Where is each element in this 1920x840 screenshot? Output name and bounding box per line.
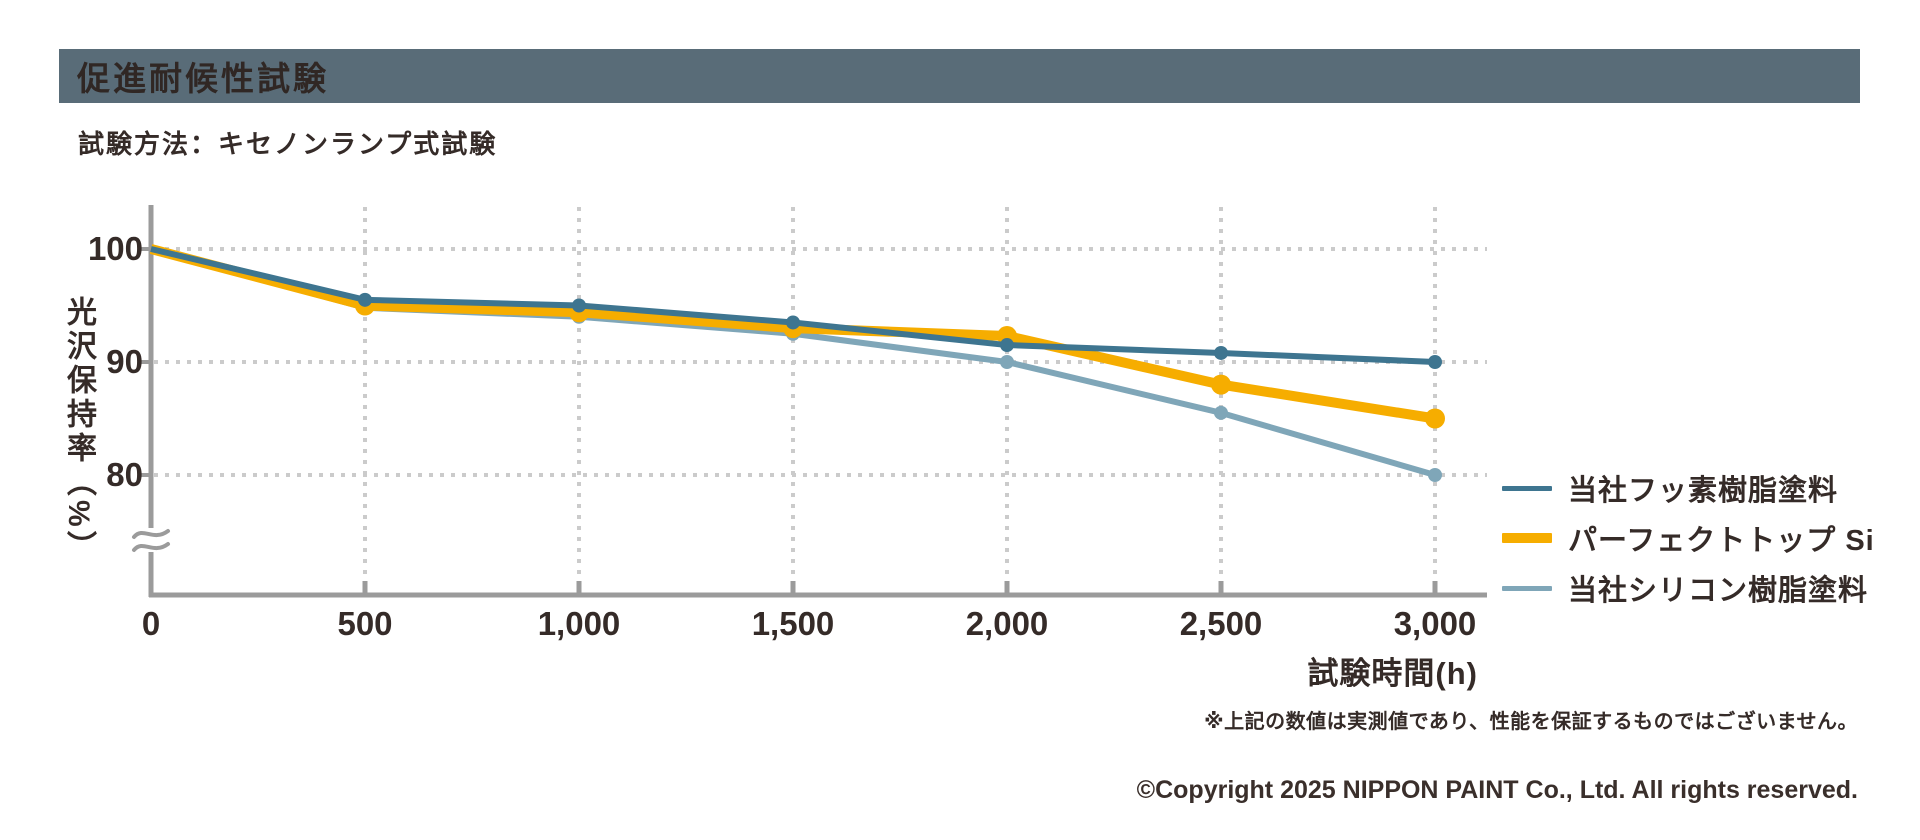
- legend-item-2: 当社シリコン樹脂塗料: [1502, 563, 1875, 613]
- x-tick-label: 2,000: [965, 605, 1049, 642]
- y-tick-label: 90: [106, 343, 143, 380]
- x-tick-label: 1,500: [751, 605, 835, 642]
- x-tick-label: 500: [337, 605, 393, 642]
- series-marker-1: [1425, 408, 1445, 429]
- series-marker-0: [786, 315, 800, 330]
- series-marker-0: [572, 298, 586, 313]
- series-marker-0: [358, 292, 372, 307]
- series-marker-2: [1428, 468, 1442, 482]
- axis-break-wave: [132, 542, 170, 552]
- page-title: 促進耐候性試験: [77, 60, 329, 97]
- series-marker-0: [1214, 345, 1228, 360]
- series-marker-2: [1000, 355, 1014, 369]
- axis-break-wave: [132, 529, 170, 539]
- y-axis-title: 光沢保持率（%）: [62, 296, 95, 565]
- series-marker-1: [1211, 374, 1231, 395]
- chart-canvas: [132, 205, 1487, 598]
- section-header-bar: 促進耐候性試験: [59, 49, 1860, 103]
- copyright-text: ©Copyright 2025 NIPPON PAINT Co., Ltd. A…: [1136, 776, 1858, 804]
- series-marker-0: [1428, 355, 1442, 369]
- x-tick-label: 0: [141, 605, 161, 642]
- series-marker-2: [1214, 405, 1228, 420]
- test-method-subtitle: 試験方法：キセノンランプ式試験: [78, 129, 498, 159]
- series-marker-0: [1000, 338, 1014, 353]
- disclaimer-note: ※上記の数値は実測値であり、性能を保証するものではございません。: [1204, 711, 1858, 733]
- legend-label: 当社フッ素樹脂塗料: [1568, 475, 1839, 507]
- y-tick-label: 100: [87, 230, 143, 267]
- legend-item-1: パーフェクトトップ Si: [1502, 513, 1875, 563]
- x-tick-label: 3,000: [1393, 605, 1477, 642]
- legend-swatch-icon: [1502, 585, 1552, 591]
- x-tick-label: 1,000: [537, 605, 621, 642]
- legend-swatch-icon: [1502, 533, 1552, 543]
- legend-swatch-icon: [1502, 485, 1552, 491]
- x-tick-label: 2,500: [1179, 605, 1263, 642]
- legend-item-0: 当社フッ素樹脂塗料: [1502, 463, 1875, 513]
- y-tick-label: 80: [106, 456, 143, 493]
- legend-label: パーフェクトトップ Si: [1568, 525, 1875, 557]
- chart-legend: 当社フッ素樹脂塗料パーフェクトトップ Si 当社シリコン樹脂塗料: [1502, 463, 1875, 613]
- legend-label: 当社シリコン樹脂塗料: [1568, 575, 1869, 607]
- x-axis-title: 試験時間(h): [1307, 656, 1478, 691]
